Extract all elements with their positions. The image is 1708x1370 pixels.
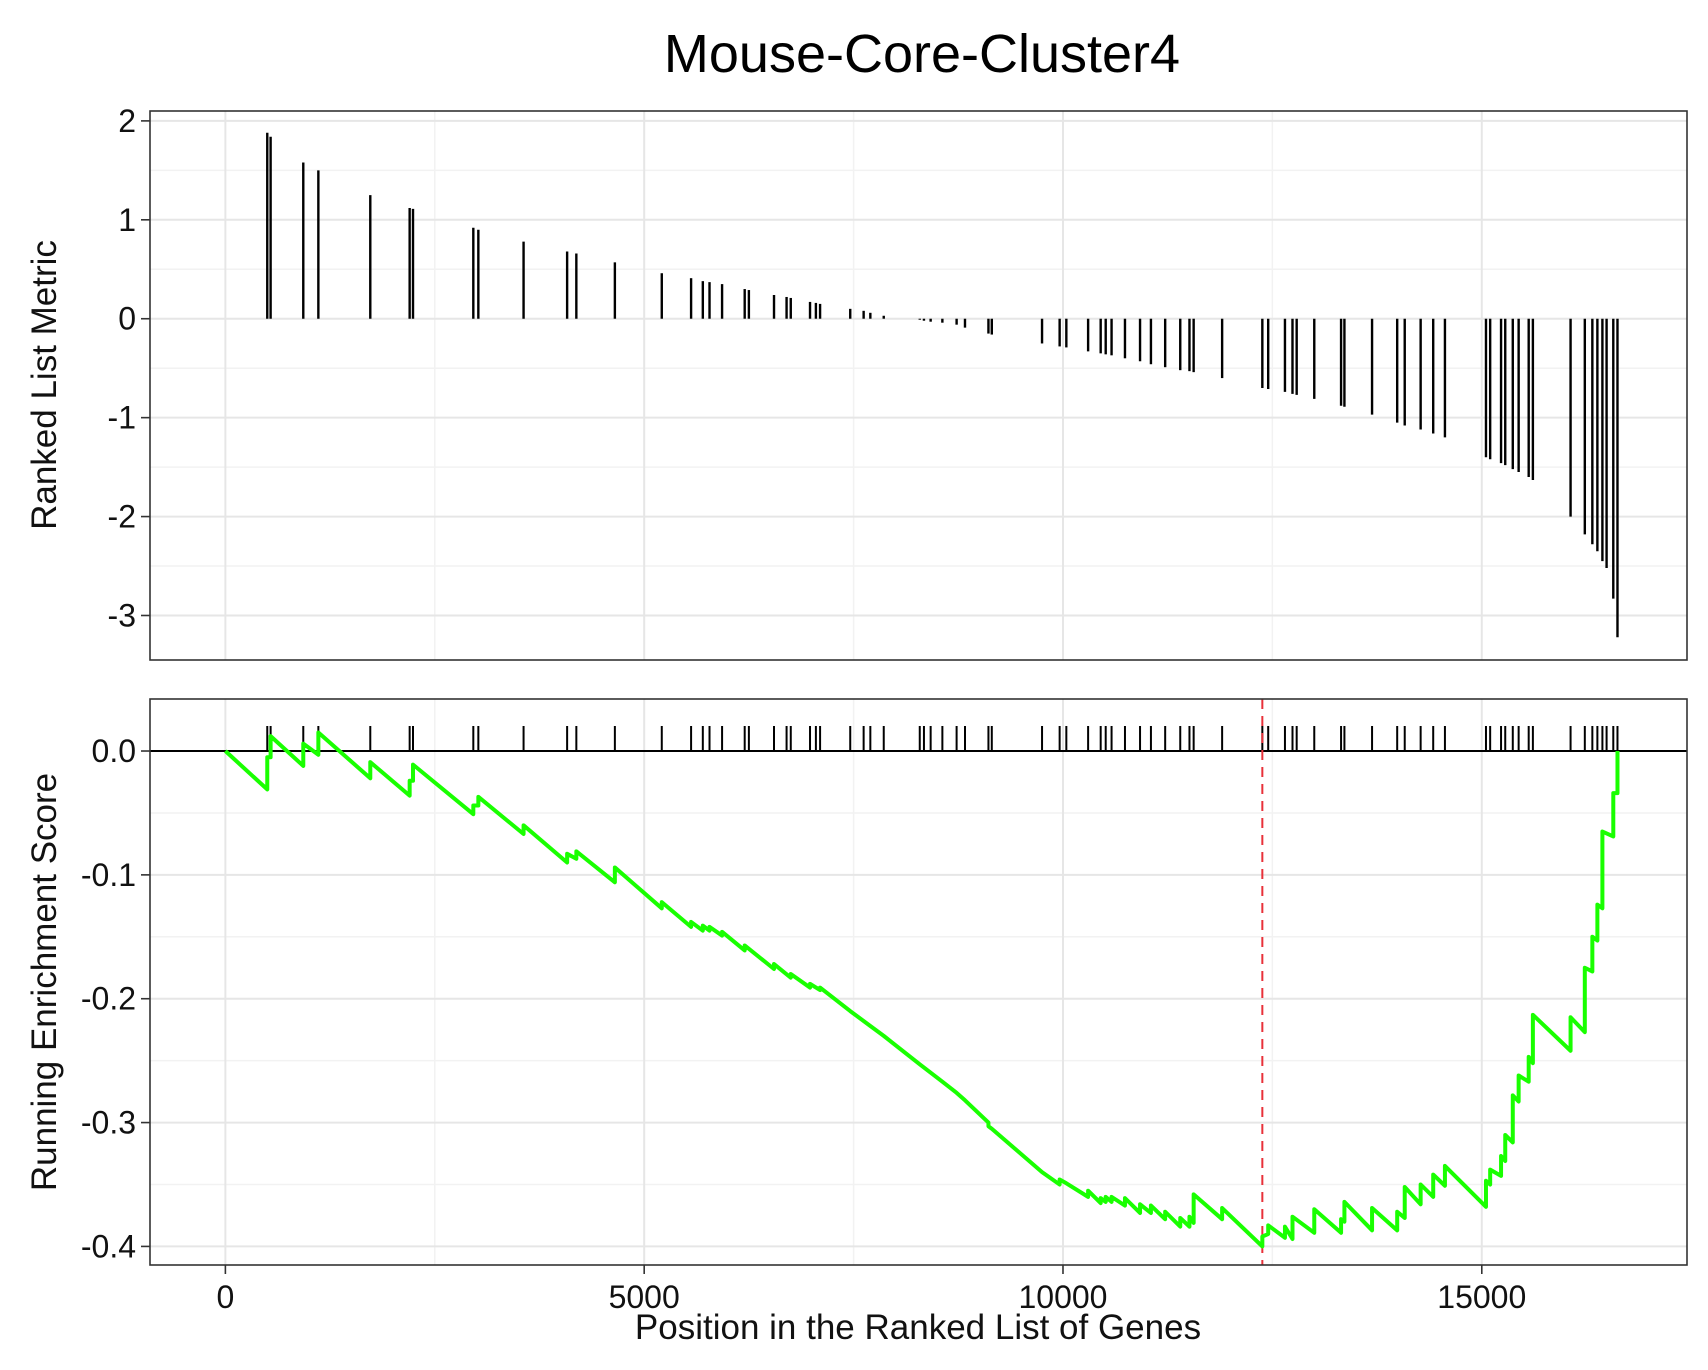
ranked-metric-y-tick-label: -2 xyxy=(108,499,136,535)
ranked-metric-y-tick-label: -1 xyxy=(108,400,136,436)
running-es-y-tick-label: 0.0 xyxy=(92,733,136,769)
running-es-x-tick-label: 15000 xyxy=(1437,1279,1526,1315)
running-es-y-tick-label: -0.3 xyxy=(81,1105,136,1141)
running-es-x-axis-title: Position in the Ranked List of Genes xyxy=(635,1308,1201,1347)
ranked-metric-y-axis: 2 1 0 -1 -2 -3 xyxy=(108,103,150,633)
running-es-grid xyxy=(150,699,1687,1265)
plot-title: Mouse-Core-Cluster4 xyxy=(664,24,1180,84)
running-es-y-axis: 0.0 -0.1 -0.2 -0.3 -0.4 xyxy=(81,733,150,1264)
ranked-metric-grid xyxy=(150,111,1687,660)
ranked-metric-panel-border xyxy=(149,110,1688,661)
ranked-metric-panel: 2 1 0 -1 -2 -3 Ranked List Metric xyxy=(25,103,1688,661)
gene-hit-marks xyxy=(266,726,1619,752)
running-es-y-tick-label: -0.2 xyxy=(81,981,136,1017)
running-es-panel: 0.0 -0.1 -0.2 -0.3 -0.4 0 5000 10000 15000 Runn… xyxy=(25,698,1688,1347)
ranked-metric-panel-background xyxy=(150,111,1687,660)
running-es-x-tick-label: 5000 xyxy=(609,1279,680,1315)
ranked-metric-bars xyxy=(266,132,1619,638)
ranked-metric-y-axis-title: Ranked List Metric xyxy=(25,240,64,530)
ranked-metric-y-tick-label: 1 xyxy=(118,202,136,238)
ranked-metric-y-tick-label: 2 xyxy=(118,103,136,139)
running-es-y-tick-label: -0.1 xyxy=(81,857,136,893)
running-es-line xyxy=(224,730,1620,1249)
running-es-x-tick-label: 0 xyxy=(216,1279,234,1315)
running-es-y-tick-label: -0.4 xyxy=(81,1228,136,1264)
running-es-y-axis-title: Running Enrichment Score xyxy=(25,773,64,1191)
running-es-panel-border xyxy=(149,698,1688,1266)
running-es-x-tick-label: 10000 xyxy=(1018,1279,1107,1315)
running-es-x-axis: 0 5000 10000 15000 xyxy=(216,1265,1526,1315)
ranked-metric-y-tick-label: -3 xyxy=(108,597,136,633)
ranked-metric-y-tick-label: 0 xyxy=(118,301,136,337)
